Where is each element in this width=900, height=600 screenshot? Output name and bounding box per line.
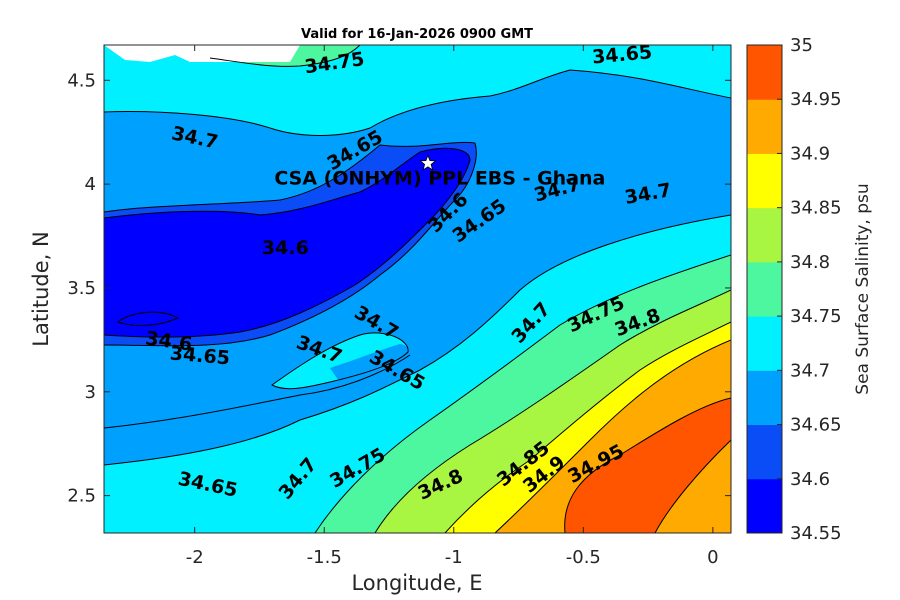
colorbar-segment — [747, 370, 782, 426]
plot-frame — [103, 44, 732, 534]
isoline-34-65-north — [104, 141, 476, 213]
contour-lines — [104, 45, 731, 533]
colorbar-segment — [747, 478, 782, 534]
x-tick-label: 0 — [707, 547, 718, 568]
contour-bands — [104, 45, 731, 533]
colorbar-tick-label: 34.65 — [790, 415, 842, 436]
colorbar-tick-label: 34.95 — [790, 89, 842, 110]
isoline-34-65-mid — [104, 142, 477, 347]
isoline-34-75-north — [209, 45, 361, 67]
isoline-34-7-south — [104, 214, 731, 466]
y-axis-ticks: 2.5 3 3.5 4 4.5 — [67, 70, 731, 507]
isoline-34-65-south — [104, 354, 411, 429]
isoline-34-95-corner — [654, 439, 731, 533]
y-tick-label: 4 — [85, 174, 96, 195]
colorbar-frame — [746, 44, 783, 534]
band-34-65-island — [330, 344, 410, 390]
colorbar-tick-label: 34.55 — [790, 523, 842, 544]
isoline-34-9 — [494, 339, 731, 533]
isoline-34-6 — [104, 147, 471, 338]
contour-label: 34.65 — [591, 41, 653, 68]
white-gap — [104, 45, 300, 62]
x-tick-label: -2 — [186, 547, 204, 568]
y-tick-label: 4.5 — [67, 70, 96, 91]
isoline-34-6-inner — [117, 311, 180, 326]
isoline-34-7-island — [271, 332, 409, 390]
colorbar-tick-label: 34.9 — [790, 143, 830, 164]
colorbar: 34.55 34.6 34.65 34.7 34.75 34.8 34.85 34.9 34.9… — [747, 35, 842, 544]
x-tick-label: -1 — [445, 547, 463, 568]
colorbar-tick-label: 34.7 — [790, 360, 830, 381]
isoline-34-7-north — [104, 69, 731, 136]
colorbar-label: Sea Surface Salinity, psu — [853, 183, 873, 394]
colorbar-segment — [747, 261, 782, 317]
site-group: CSA (ONHYM) PPL EBS - Ghana — [274, 154, 605, 189]
x-axis-label: Longitude, E — [351, 571, 482, 595]
x-tick-label: -1.5 — [307, 547, 342, 568]
band-34-7-north — [104, 45, 731, 136]
isoline-34-95 — [564, 397, 731, 533]
y-tick-label: 3 — [85, 382, 96, 403]
colorbar-segment — [747, 207, 782, 263]
site-label: CSA (ONHYM) PPL EBS - Ghana — [274, 167, 605, 189]
colorbar-segment — [747, 316, 782, 371]
colorbar-segment — [747, 424, 782, 480]
chart-title: Valid for 16-Jan-2026 0900 GMT — [301, 27, 533, 42]
colorbar-tick-label: 34.6 — [790, 469, 830, 490]
y-tick-label: 2.5 — [67, 486, 96, 507]
colorbar-tick-label: 34.85 — [790, 198, 842, 219]
x-tick-label: -0.5 — [566, 547, 601, 568]
colorbar-segment — [747, 99, 782, 154]
x-axis-ticks: -2 -1.5 -1 -0.5 0 — [186, 45, 719, 568]
band-34-7-island — [272, 332, 409, 389]
y-axis-label: Latitude, N — [29, 231, 53, 347]
colorbar-tick-label: 35 — [790, 35, 813, 56]
isoline-34-75 — [314, 254, 731, 533]
colorbar-segment — [747, 45, 782, 100]
contour-label: 34.6 — [262, 237, 309, 259]
band-34-9-corner — [655, 440, 731, 533]
colorbar-tick-label: 34.75 — [790, 306, 842, 327]
band-34-55 — [104, 148, 470, 337]
contour-label: 34.65 — [169, 342, 231, 369]
isoline-34-8 — [374, 289, 731, 533]
site-star-icon — [419, 154, 437, 171]
isoline-34-85 — [444, 321, 731, 533]
colorbar-tick-label: 34.8 — [790, 252, 830, 273]
y-tick-label: 3.5 — [67, 278, 96, 299]
colorbar-segment — [747, 153, 782, 209]
